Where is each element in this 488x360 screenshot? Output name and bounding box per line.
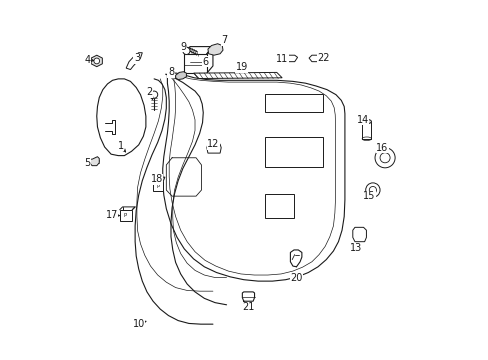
Text: 15: 15 [363, 191, 375, 201]
Polygon shape [163, 73, 344, 281]
Circle shape [150, 91, 158, 98]
Polygon shape [308, 55, 323, 62]
Circle shape [365, 183, 379, 197]
Text: 7: 7 [221, 35, 227, 45]
Text: 3: 3 [134, 53, 140, 63]
Polygon shape [206, 144, 221, 153]
Text: 14: 14 [356, 115, 368, 125]
Text: 11: 11 [275, 54, 288, 64]
Text: 22: 22 [317, 53, 329, 63]
FancyBboxPatch shape [362, 122, 371, 139]
Circle shape [183, 47, 190, 54]
Text: 10: 10 [132, 319, 144, 329]
FancyBboxPatch shape [120, 210, 132, 221]
Text: 17: 17 [105, 210, 118, 220]
Text: 8: 8 [167, 67, 174, 77]
Text: P: P [156, 184, 159, 189]
Text: 21: 21 [242, 302, 254, 312]
Text: 12: 12 [207, 139, 219, 149]
Text: 18: 18 [150, 174, 163, 184]
Text: 13: 13 [349, 243, 361, 253]
Text: 20: 20 [290, 273, 302, 283]
Text: 2: 2 [146, 87, 152, 97]
Polygon shape [97, 79, 145, 156]
Polygon shape [175, 72, 186, 80]
Text: 4: 4 [84, 55, 90, 65]
Text: 6: 6 [202, 57, 208, 67]
Text: 1: 1 [118, 141, 123, 151]
Polygon shape [281, 55, 297, 62]
Text: 16: 16 [376, 143, 388, 153]
Circle shape [374, 148, 394, 168]
Text: 9: 9 [180, 42, 186, 51]
Text: P: P [123, 213, 127, 218]
FancyBboxPatch shape [152, 181, 163, 192]
Polygon shape [126, 53, 142, 69]
Text: 5: 5 [84, 158, 90, 168]
Polygon shape [91, 55, 102, 67]
Polygon shape [352, 227, 366, 242]
Polygon shape [265, 137, 322, 167]
Ellipse shape [362, 120, 371, 124]
Polygon shape [193, 72, 282, 78]
Polygon shape [207, 44, 223, 55]
Polygon shape [265, 194, 293, 218]
Circle shape [94, 58, 100, 64]
Polygon shape [89, 157, 99, 166]
Text: 19: 19 [235, 62, 247, 72]
Polygon shape [265, 94, 322, 112]
